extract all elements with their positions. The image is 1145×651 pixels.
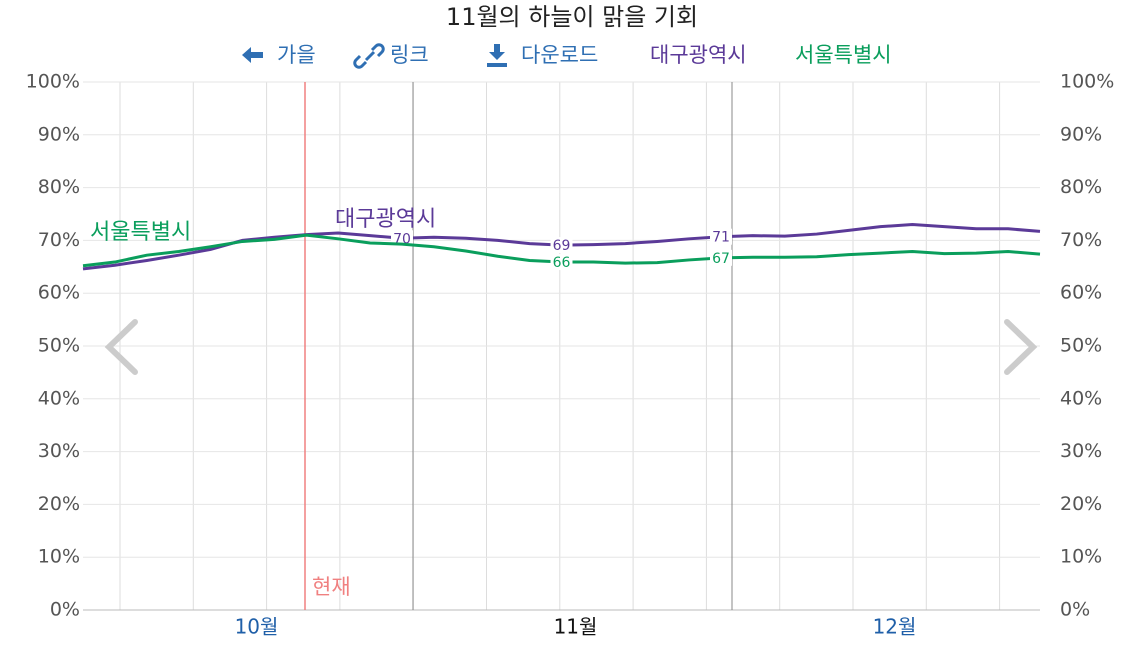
x-tick-label: 12월: [873, 615, 917, 639]
y-tick-label: 30%: [1060, 440, 1102, 462]
y-tick-label: 0%: [50, 599, 80, 621]
link-icon: [353, 43, 385, 69]
y-tick-label: 80%: [1060, 176, 1102, 198]
y-tick-label: 0%: [1060, 599, 1090, 621]
nav-link[interactable]: 다운로드: [521, 43, 598, 67]
y-tick-label: 90%: [1060, 123, 1102, 145]
x-tick-label: 10월: [235, 615, 279, 639]
y-tick-label: 10%: [1060, 546, 1102, 568]
nav-download[interactable]: 다운로드: [487, 43, 598, 67]
y-tick-label: 100%: [1060, 71, 1114, 93]
y-tick-label: 40%: [38, 387, 80, 409]
y-tick-label: 20%: [1060, 493, 1102, 515]
now-label: 현재: [312, 575, 351, 599]
y-tick-label: 10%: [38, 546, 80, 568]
label-bg: [550, 254, 573, 271]
back-icon: [242, 47, 263, 63]
nav-link[interactable]: 가을: [277, 43, 316, 67]
nav-link[interactable]: 링크: [390, 43, 429, 67]
data-label: 67: [712, 251, 730, 267]
chart-title: 11월의 하늘이 맑을 기회: [446, 3, 698, 31]
data-label: 66: [553, 255, 571, 271]
y-tick-label: 90%: [38, 123, 80, 145]
y-tick-label: 60%: [38, 282, 80, 304]
y-tick-label: 70%: [1060, 229, 1102, 251]
y-tick-label: 20%: [38, 493, 80, 515]
nav-link-group[interactable]: 링크: [353, 43, 429, 69]
y-tick-label: 50%: [38, 335, 80, 357]
y-tick-label: 50%: [1060, 335, 1102, 357]
legend-entry: 대구광역시: [650, 43, 747, 67]
y-tick-label: 40%: [1060, 387, 1102, 409]
x-tick-label: 11월: [554, 615, 598, 639]
label-bg: [550, 237, 573, 254]
prev-arrow[interactable]: [104, 319, 138, 375]
y-tick-label: 100%: [26, 71, 80, 93]
data-label: 71: [712, 230, 730, 246]
y-tick-label: 70%: [38, 229, 80, 251]
y-tick-label: 30%: [38, 440, 80, 462]
next-arrow[interactable]: [1004, 319, 1038, 375]
label-bg: [710, 249, 732, 266]
nav-back[interactable]: 가을: [242, 43, 316, 67]
legend-entry: 서울특별시: [795, 43, 892, 67]
label-bg: [391, 230, 413, 247]
y-tick-label: 60%: [1060, 282, 1102, 304]
download-icon: [487, 44, 507, 67]
y-tick-label: 80%: [38, 176, 80, 198]
data-label: 69: [553, 238, 571, 254]
series-inline-label: 서울특별시: [90, 220, 191, 245]
label-bg: [710, 228, 732, 245]
series-inline-label: 대구광역시: [335, 207, 436, 232]
